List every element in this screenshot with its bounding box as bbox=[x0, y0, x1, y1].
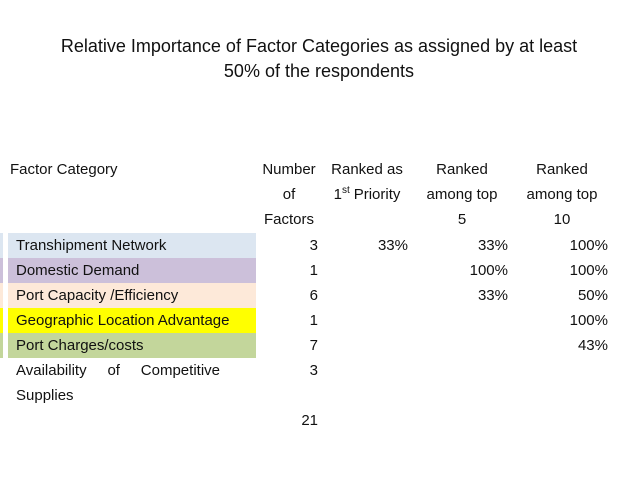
row-ranked-top5: 33% bbox=[477, 287, 508, 304]
row-ranked-top5: 100% bbox=[469, 262, 508, 279]
row-ranked-top10: 50% bbox=[577, 287, 608, 304]
row-label: Domestic Demand bbox=[8, 258, 256, 283]
header-number-of-factors: Number of Factors bbox=[256, 157, 322, 232]
header-ranked-first-line1: Ranked as bbox=[331, 161, 403, 178]
header-ranked-top5-line3: 5 bbox=[457, 211, 467, 228]
row-label-line2: Supplies bbox=[16, 387, 74, 404]
row-edge-sliver-port-capacity bbox=[0, 283, 3, 308]
row-label: Port Capacity /Efficiency bbox=[8, 283, 256, 308]
header-ranked-first-priority: Ranked as 1st Priority bbox=[322, 157, 412, 207]
table-row-transhipment-network: Transhipment Network 3 33% 33% 100% bbox=[8, 233, 616, 258]
table-header-row: Factor Category Number of Factors Ranked… bbox=[8, 157, 616, 233]
slide-title-line2: 50% of the respondents bbox=[223, 61, 415, 81]
row-label: Transhipment Network bbox=[8, 233, 256, 258]
factor-importance-table: Factor Category Number of Factors Ranked… bbox=[8, 157, 616, 433]
ordinal-suffix: st bbox=[341, 185, 350, 196]
header-number-of-factors-line2: of bbox=[282, 186, 296, 203]
row-number-of-factors: 6 bbox=[309, 287, 318, 304]
total-number-of-factors: 21 bbox=[301, 412, 318, 429]
ordinal-number: 1 bbox=[333, 186, 342, 203]
row-number-of-factors: 1 bbox=[309, 312, 318, 329]
table-row-availability-competitive-supplies: Availability of Competitive Supplies 3 bbox=[8, 358, 616, 408]
row-label: Port Charges/costs bbox=[8, 333, 256, 358]
header-number-of-factors-line3: Factors bbox=[263, 211, 314, 228]
table-row-domestic-demand: Domestic Demand 1 100% 100% bbox=[8, 258, 616, 283]
header-ranked-first-line2: 1st Priority bbox=[322, 182, 412, 207]
row-ranked-top10: 100% bbox=[569, 262, 608, 279]
row-ranked-top5: 33% bbox=[477, 237, 508, 254]
row-label-word3: Competitive bbox=[140, 362, 220, 379]
row-label: Geographic Location Advantage bbox=[8, 308, 256, 333]
row-ranked-top10: 100% bbox=[569, 237, 608, 254]
row-label-line1: Availability of Competitive bbox=[16, 358, 220, 383]
priority-word: Priority bbox=[353, 186, 401, 203]
row-ranked-top10: 100% bbox=[569, 312, 608, 329]
slide-title: Relative Importance of Factor Categories… bbox=[0, 34, 638, 84]
header-ranked-top10: Ranked among top 10 bbox=[512, 157, 612, 232]
header-factor-category: Factor Category bbox=[10, 161, 118, 178]
row-number-of-factors: 3 bbox=[309, 362, 318, 379]
row-ranked-top10: 43% bbox=[577, 337, 608, 354]
total-label-empty bbox=[8, 408, 256, 433]
slide-title-line1: Relative Importance of Factor Categories… bbox=[60, 36, 578, 56]
table-row-port-charges-costs: Port Charges/costs 7 43% bbox=[8, 333, 616, 358]
header-number-of-factors-line1: Number bbox=[262, 161, 316, 178]
header-ranked-top10-line3: 10 bbox=[553, 211, 571, 228]
row-label: Availability of Competitive Supplies bbox=[8, 358, 256, 408]
row-number-of-factors: 7 bbox=[309, 337, 318, 354]
row-label-word1: Availability bbox=[16, 362, 87, 379]
header-ranked-top5-line2: among top bbox=[426, 186, 498, 203]
table-total-row: 21 bbox=[8, 408, 616, 433]
row-number-of-factors: 3 bbox=[309, 237, 318, 254]
row-edge-sliver-domestic-demand bbox=[0, 258, 3, 283]
header-ranked-top10-line2: among top bbox=[526, 186, 598, 203]
row-edge-sliver-port-charges bbox=[0, 333, 3, 358]
row-edge-sliver-transhipment bbox=[0, 233, 3, 258]
table-row-port-capacity-efficiency: Port Capacity /Efficiency 6 33% 50% bbox=[8, 283, 616, 308]
table-row-geographic-location-advantage: Geographic Location Advantage 1 100% bbox=[8, 308, 616, 333]
row-ranked-first: 33% bbox=[377, 237, 408, 254]
header-ranked-top5-line1: Ranked bbox=[436, 161, 488, 178]
header-ranked-top10-line1: Ranked bbox=[536, 161, 588, 178]
row-edge-sliver-geographic-location bbox=[0, 308, 3, 333]
row-number-of-factors: 1 bbox=[309, 262, 318, 279]
header-ranked-top5: Ranked among top 5 bbox=[412, 157, 512, 232]
row-label-word2: of bbox=[107, 362, 120, 379]
